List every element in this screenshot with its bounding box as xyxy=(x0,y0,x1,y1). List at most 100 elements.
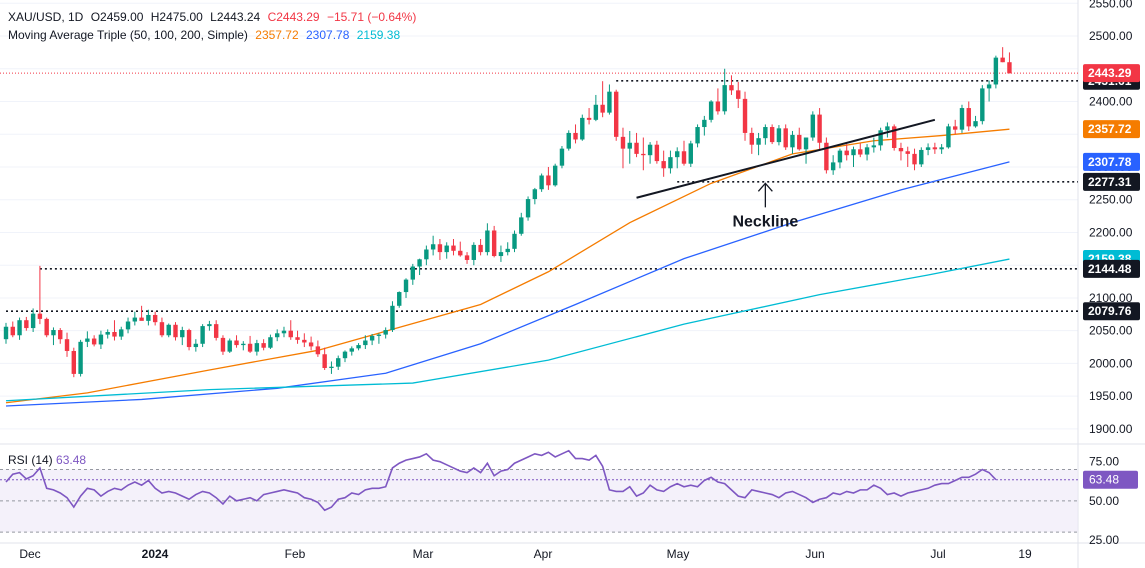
candle-body xyxy=(315,346,321,355)
price-tick-label: 2550.00 xyxy=(1089,0,1133,10)
candle-body xyxy=(986,84,992,89)
candle-body xyxy=(234,340,239,346)
price-tick-label: 2200.00 xyxy=(1089,225,1133,239)
symbol-label[interactable]: XAU/USD, 1D xyxy=(8,10,84,24)
level-tag xyxy=(1083,172,1140,191)
candle-body xyxy=(566,132,571,149)
rsi-value: 63.48 xyxy=(56,453,87,467)
candle-body xyxy=(17,320,22,336)
candle-body xyxy=(471,244,477,260)
candle-body xyxy=(851,149,856,156)
candle-body xyxy=(519,217,524,234)
candle-body xyxy=(688,143,693,164)
candle-body xyxy=(308,342,314,347)
candle-body xyxy=(227,340,232,352)
candle-body xyxy=(620,136,626,149)
candle-body xyxy=(376,334,382,336)
candle-body xyxy=(810,114,816,138)
candle-body xyxy=(532,189,538,200)
candle-body xyxy=(844,150,849,156)
candle-body xyxy=(275,333,280,338)
ma50-label: 2357.72 xyxy=(1088,122,1132,136)
candlesticks xyxy=(3,47,1012,378)
candle-body xyxy=(695,127,700,144)
price-tick-label: 2100.00 xyxy=(1089,291,1133,305)
candle-body xyxy=(390,305,395,331)
last-price-label: 2443.29 xyxy=(1088,66,1132,80)
candle-body xyxy=(586,117,592,120)
candle-body xyxy=(864,147,870,155)
candle-body xyxy=(973,121,978,127)
candle-body xyxy=(173,324,178,338)
candle-body xyxy=(1007,62,1012,74)
candle-body xyxy=(430,244,436,250)
rsi-pane: 25.00 50.00 75.00 63.48 xyxy=(0,449,1138,547)
candle-body xyxy=(485,230,490,253)
time-tick-label: Mar xyxy=(413,547,434,561)
level-label: 2079.76 xyxy=(1088,304,1132,318)
candle-body xyxy=(85,338,90,342)
price-tick-label: 2250.00 xyxy=(1089,193,1133,207)
candle-body xyxy=(661,161,666,169)
candle-body xyxy=(871,145,877,148)
candle-body xyxy=(498,252,504,257)
candle-body xyxy=(641,153,646,156)
time-tick-label: Jun xyxy=(805,547,824,561)
neckline xyxy=(636,118,936,199)
candle-body xyxy=(885,126,890,131)
rsi-tick-label: 75.00 xyxy=(1089,455,1119,469)
candle-body xyxy=(424,249,429,260)
time-tick-label: Jul xyxy=(930,547,945,561)
candle-body xyxy=(186,330,192,348)
candle-body xyxy=(261,343,266,348)
candle-body xyxy=(132,317,138,322)
candle-body xyxy=(444,245,449,253)
candle-body xyxy=(702,119,707,128)
candle-body xyxy=(213,324,219,338)
annotations: Neckline xyxy=(636,118,936,230)
candle-body xyxy=(552,165,558,186)
ma-label[interactable]: Moving Average Triple (50, 100, 200, Sim… xyxy=(8,28,248,42)
price-tick-label: 2500.00 xyxy=(1089,29,1133,43)
candle-body xyxy=(200,326,205,344)
candle-body xyxy=(729,85,734,91)
candle-body xyxy=(708,101,714,120)
candle-body xyxy=(797,134,802,150)
candle-body xyxy=(139,317,144,321)
candle-body xyxy=(675,151,680,158)
candle-body xyxy=(247,343,253,352)
candle-body xyxy=(397,292,402,306)
low-value: L2443.24 xyxy=(210,10,261,24)
candle-body xyxy=(437,244,443,253)
candle-body xyxy=(91,338,97,345)
candle-body xyxy=(322,354,327,369)
candle-body xyxy=(64,339,70,351)
candle-body xyxy=(24,320,29,329)
price-tick-label: 2000.00 xyxy=(1089,356,1133,370)
candle-body xyxy=(715,101,721,112)
last-price-tag xyxy=(1083,64,1140,83)
candle-body xyxy=(898,147,904,152)
level-label: 2144.48 xyxy=(1088,262,1132,276)
candle-body xyxy=(607,91,612,113)
candle-body xyxy=(356,345,361,349)
candle-body xyxy=(329,366,334,369)
ma50-line xyxy=(5,128,1010,404)
candle-body xyxy=(905,151,910,154)
candle-body xyxy=(281,330,287,334)
candle-body xyxy=(254,343,260,352)
candle-body xyxy=(525,199,531,218)
candle-body xyxy=(241,343,246,346)
candle-body xyxy=(193,343,199,348)
candle-body xyxy=(647,144,653,156)
candle-body xyxy=(71,350,76,374)
candle-body xyxy=(953,126,958,130)
candle-body xyxy=(912,153,917,165)
neckline-label: Neckline xyxy=(732,213,798,230)
candle-body xyxy=(159,322,165,336)
rsi-label[interactable]: RSI (14) xyxy=(8,453,53,467)
candle-body xyxy=(410,266,415,280)
candle-body xyxy=(105,331,110,335)
candle-body xyxy=(668,157,673,169)
